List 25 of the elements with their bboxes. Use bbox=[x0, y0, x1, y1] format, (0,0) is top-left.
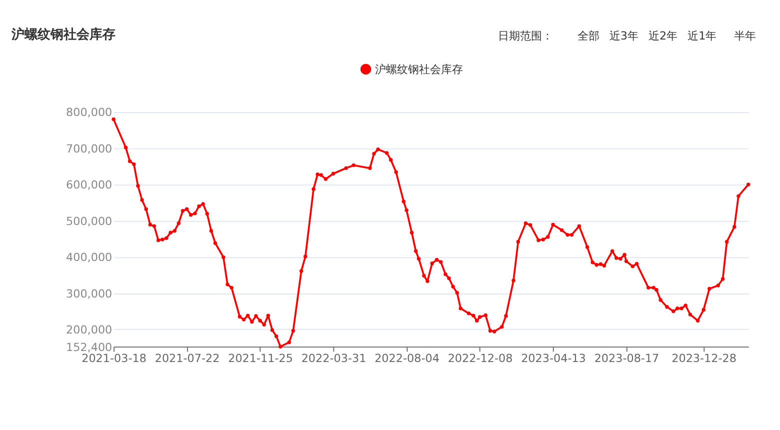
x-tick-label: 2021-03-18 bbox=[82, 352, 146, 365]
text: 半年 bbox=[734, 29, 756, 42]
y-tick-label: 400,000 bbox=[66, 251, 112, 264]
x-tick-label: 2022-03-31 bbox=[301, 352, 366, 365]
x-tick-label: 2022-12-08 bbox=[448, 352, 513, 365]
y-tick-label: 152,400 bbox=[66, 340, 112, 354]
y-tick-label: 700,000 bbox=[66, 142, 112, 156]
text: 近3年 bbox=[609, 29, 639, 42]
chart-title: 沪螺纹钢社会库存 bbox=[10, 26, 116, 42]
text: 日期范围： bbox=[498, 29, 553, 42]
y-tick-label: 200,000 bbox=[66, 324, 112, 337]
x-tick-label: 2023-08-17 bbox=[594, 352, 660, 365]
x-tick-label: 2023-04-13 bbox=[521, 352, 586, 365]
y-tick-label: 600,000 bbox=[66, 178, 112, 192]
y-tick-label: 300,000 bbox=[66, 287, 112, 300]
text: 近1年 bbox=[688, 29, 717, 42]
x-tick-label: 2021-07-22 bbox=[154, 352, 220, 365]
y-tick-label: 800,000 bbox=[66, 106, 112, 120]
x-tick-label: 2023-12-28 bbox=[672, 352, 736, 365]
legend-label: 沪螺纹钢社会库存 bbox=[375, 62, 464, 76]
x-tick-label: 2021-11-25 bbox=[228, 352, 293, 365]
x-tick-label: 2022-08-04 bbox=[374, 352, 440, 365]
text: 近2年 bbox=[648, 29, 678, 42]
y-tick-label: 500,000 bbox=[66, 214, 112, 228]
text: 全部 bbox=[577, 29, 600, 42]
